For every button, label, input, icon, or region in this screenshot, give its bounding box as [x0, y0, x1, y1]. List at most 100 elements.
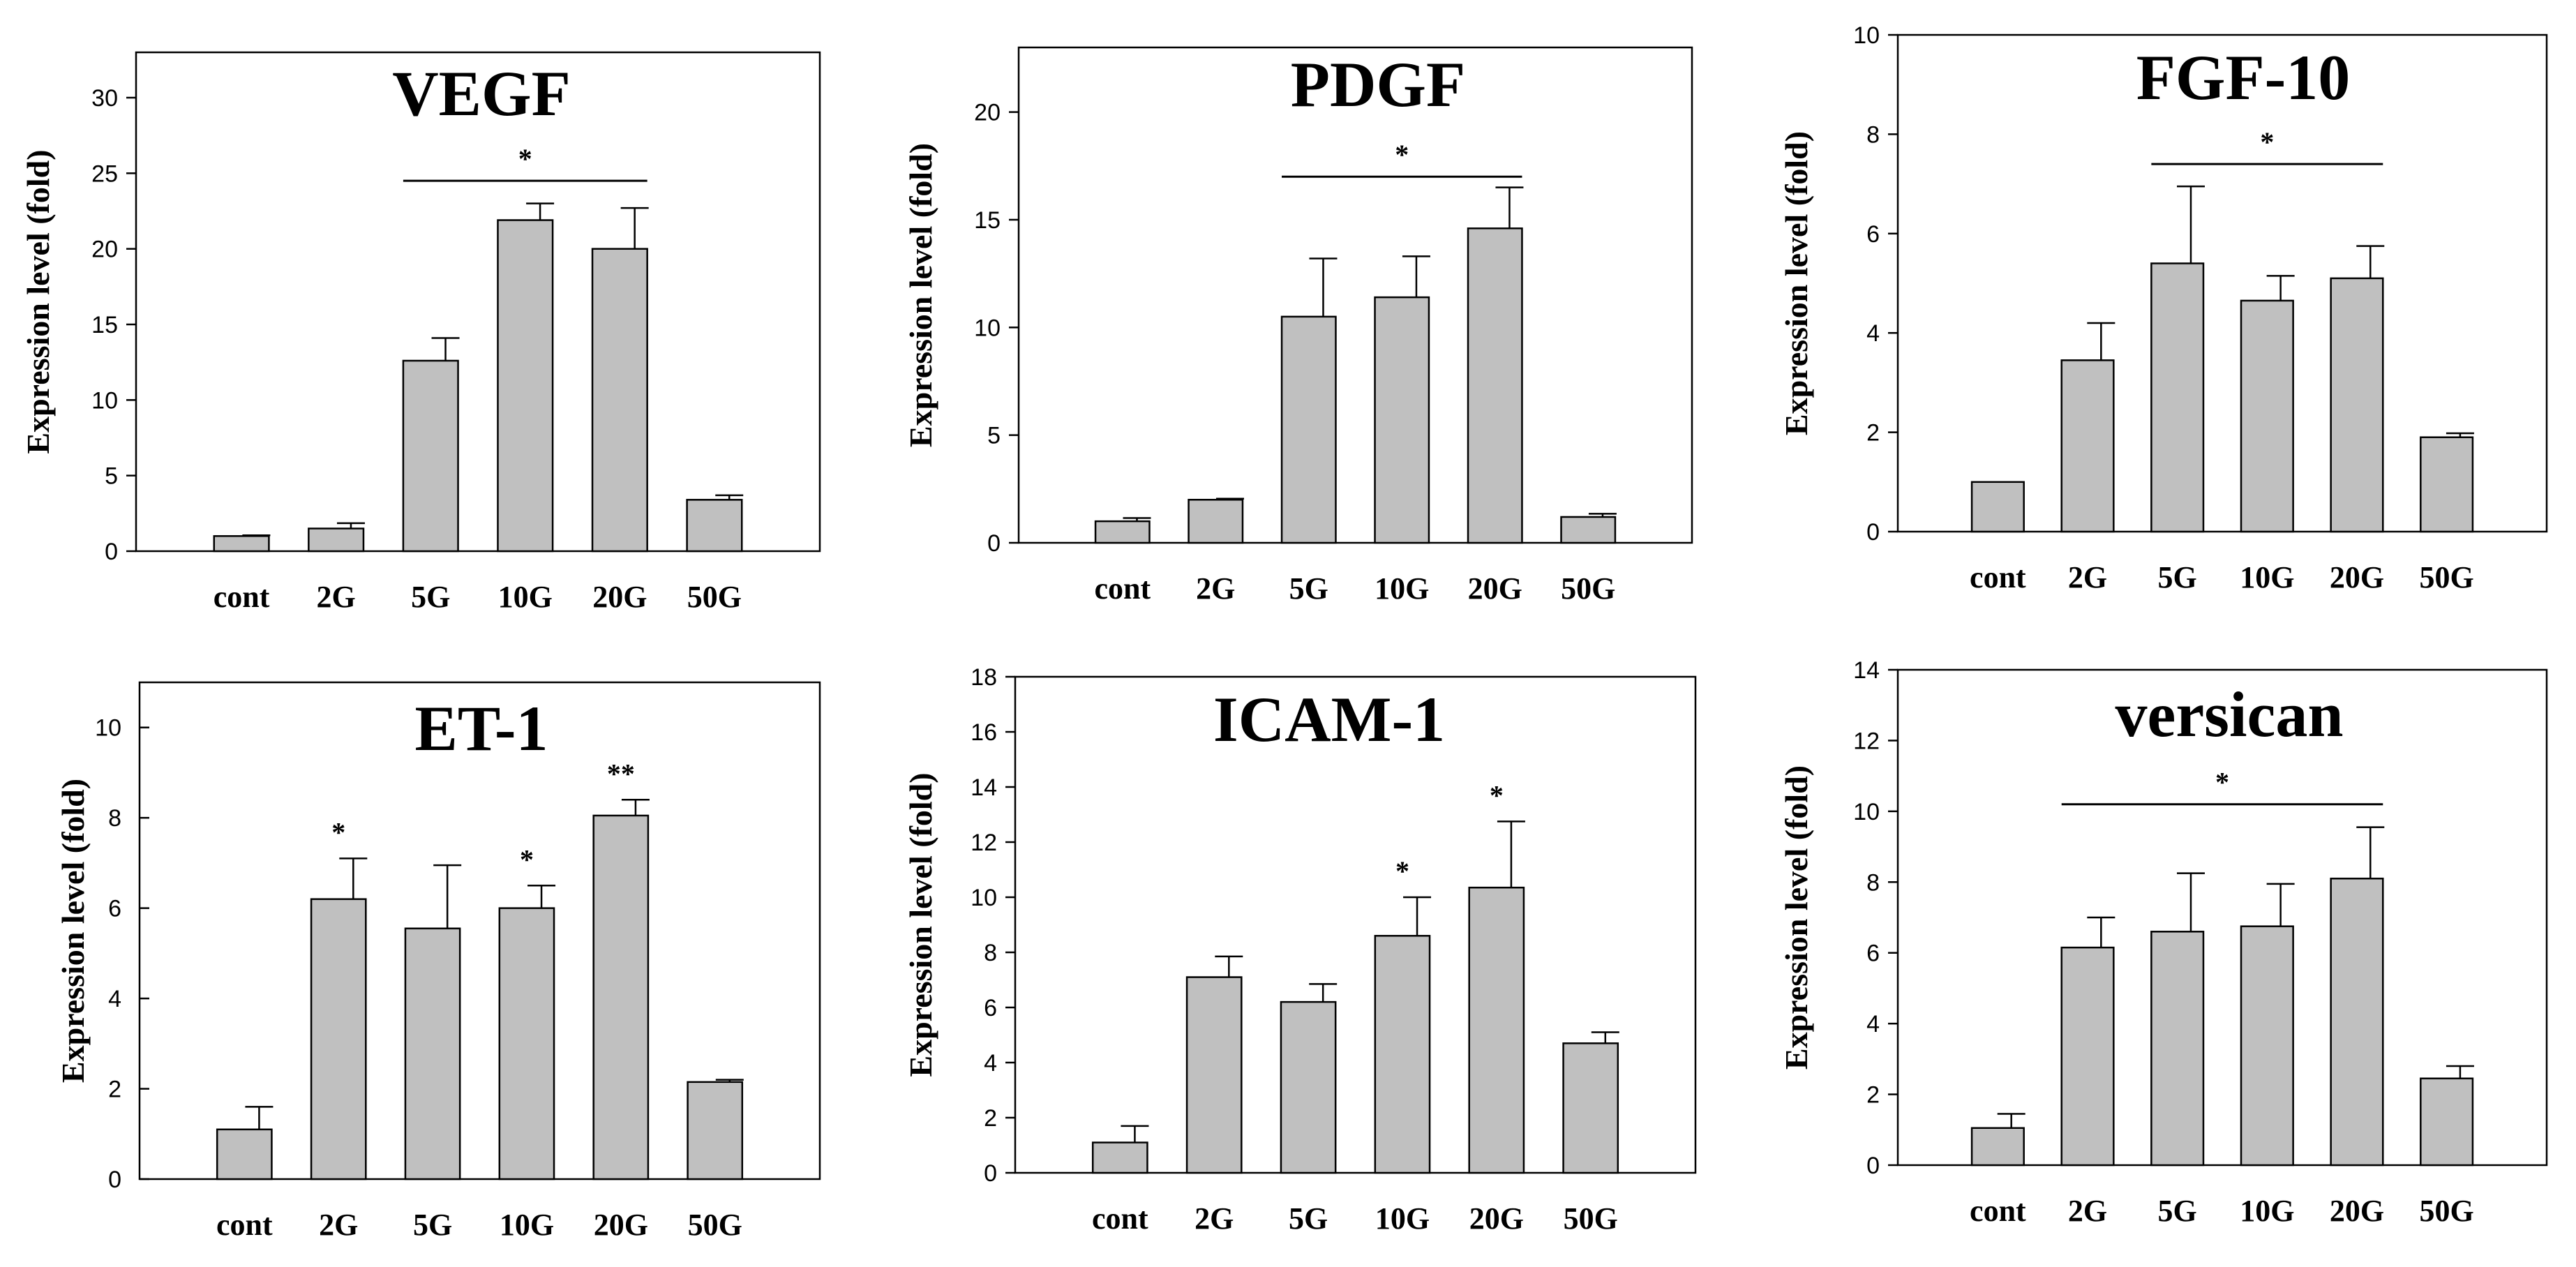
x-tick-label: cont — [1970, 1194, 2026, 1228]
significance-star: * — [520, 844, 534, 875]
x-tick-label: 50G — [687, 580, 742, 614]
chart-title: versican — [2115, 679, 2343, 750]
bar-50G — [1560, 516, 1617, 544]
y-tick-label: 10 — [95, 715, 121, 742]
y-tick-label: 12 — [1853, 728, 1880, 754]
bar-10G — [2240, 299, 2294, 533]
x-tick-label: 10G — [1375, 1201, 1430, 1236]
y-axis-title: Expression level (fold) — [1779, 765, 1814, 1070]
significance-star: * — [1490, 779, 1504, 811]
x-tick-label: cont — [1092, 1201, 1148, 1236]
y-axis-title: Expression level (fold) — [903, 143, 938, 447]
y-tick-label: 0 — [105, 539, 118, 565]
y-tick-label: 0 — [1866, 519, 1880, 546]
x-tick-label: 10G — [498, 580, 553, 614]
y-tick-label: 0 — [987, 530, 1001, 557]
x-tick-label: 5G — [2158, 1194, 2197, 1228]
y-tick-label: 2 — [1866, 1082, 1880, 1109]
y-tick-label: 14 — [1853, 657, 1880, 684]
x-tick-label: 50G — [688, 1208, 742, 1242]
y-tick-label: 16 — [971, 719, 997, 746]
bar-2G — [310, 898, 367, 1180]
y-tick-label: 10 — [1853, 22, 1880, 49]
significance-label: * — [2260, 126, 2274, 158]
y-tick-label: 5 — [105, 463, 118, 490]
x-tick-label: 50G — [1561, 571, 1615, 606]
y-tick-label: 6 — [1866, 940, 1880, 967]
bar-cont — [1094, 520, 1151, 544]
y-axis-title: Expression level (fold) — [1779, 131, 1814, 435]
chart-title: VEGF — [392, 58, 571, 129]
significance-star: * — [1395, 855, 1409, 887]
x-tick-label: 20G — [1468, 571, 1522, 606]
y-tick-label: 10 — [971, 885, 997, 911]
chart-title: ET-1 — [415, 693, 548, 764]
bar-2G — [2060, 946, 2115, 1167]
y-tick-label: 15 — [91, 312, 118, 338]
bar-20G — [2330, 877, 2384, 1167]
x-tick-label: 10G — [500, 1208, 554, 1242]
bar-5G — [2150, 262, 2205, 533]
bar-5G — [402, 359, 459, 553]
x-tick-label: 20G — [592, 580, 647, 614]
bar-cont — [216, 1128, 273, 1180]
bar-50G — [686, 499, 743, 553]
y-axis-title: Expression level (fold) — [903, 772, 938, 1077]
y-axis-title: Expression level (fold) — [55, 779, 91, 1083]
significance-label: * — [2215, 767, 2229, 798]
significance-star: ** — [607, 758, 635, 789]
bar-cont — [1091, 1141, 1148, 1174]
chart-panel-6: 0 2 4 6 8 10 12 14 Expression level (fold) versic… — [1779, 657, 2548, 1228]
bar-20G — [591, 248, 648, 553]
y-tick-label: 14 — [971, 774, 997, 801]
x-tick-label: 20G — [1469, 1201, 1524, 1236]
bar-10G — [1374, 935, 1431, 1174]
x-tick-label: 50G — [2420, 1194, 2474, 1228]
bar-20G — [592, 814, 650, 1180]
bar-2G — [1185, 976, 1243, 1174]
bar-10G — [1374, 296, 1430, 544]
x-tick-label: 2G — [317, 580, 356, 614]
y-tick-label: 12 — [971, 830, 997, 856]
y-tick-label: 10 — [974, 315, 1001, 341]
bar-50G — [687, 1081, 744, 1180]
chart-panel-2: 0 5 10 15 20 Expression level (fold) PDGF cont 2… — [903, 46, 1693, 606]
y-tick-label: 4 — [108, 986, 121, 1012]
bar-20G — [2330, 277, 2384, 533]
bar-cont — [213, 535, 270, 553]
bar-50G — [2420, 1077, 2474, 1167]
plot-frame — [138, 681, 821, 1180]
x-tick-label: cont — [1970, 560, 2026, 594]
y-tick-label: 0 — [1866, 1153, 1880, 1179]
bar-cont — [1970, 481, 2025, 533]
x-tick-label: cont — [216, 1208, 273, 1242]
y-tick-label: 8 — [108, 805, 121, 832]
y-tick-label: 4 — [1866, 1011, 1880, 1037]
y-tick-label: 2 — [108, 1077, 121, 1103]
x-tick-label: 5G — [411, 580, 450, 614]
y-tick-label: 8 — [1866, 869, 1880, 896]
y-tick-label: 4 — [1866, 320, 1880, 347]
x-tick-label: 20G — [2330, 560, 2384, 594]
chart-panel-4: 0 2 4 6 8 10 Expression level (fold) ET-1 cont 2G… — [55, 681, 821, 1242]
plot-frame — [1017, 46, 1693, 544]
y-axis-title: Expression level (fold) — [20, 149, 56, 453]
plot-frame — [1896, 668, 2548, 1167]
bar-10G — [498, 907, 555, 1180]
chart-panel-1: 0 5 10 15 20 25 30 Expression level (fold) VEGF c… — [20, 51, 821, 614]
y-tick-label: 5 — [987, 423, 1001, 449]
y-tick-label: 2 — [1866, 420, 1880, 447]
bar-2G — [2060, 359, 2115, 533]
plot-frame — [135, 51, 821, 553]
y-tick-label: 18 — [971, 664, 997, 691]
x-tick-label: 10G — [2240, 1194, 2294, 1228]
x-tick-label: 10G — [2240, 560, 2294, 594]
x-tick-label: 5G — [2158, 560, 2197, 594]
x-tick-label: 2G — [1196, 571, 1235, 606]
y-tick-label: 0 — [984, 1160, 997, 1187]
x-tick-label: 2G — [1195, 1201, 1234, 1236]
bar-10G — [497, 219, 554, 553]
y-tick-label: 25 — [91, 160, 118, 187]
x-tick-label: 10G — [1375, 571, 1429, 606]
y-tick-label: 20 — [91, 237, 118, 263]
